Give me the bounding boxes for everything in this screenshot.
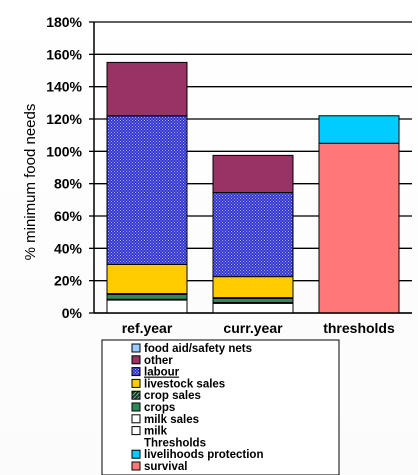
- y-tick-label: 80%: [54, 176, 83, 192]
- legend-swatch: [131, 461, 141, 471]
- legend-label: labour: [144, 367, 180, 379]
- legend-label: milk sales: [144, 414, 199, 426]
- legend-swatch: [131, 343, 141, 353]
- legend-swatch: [131, 402, 141, 412]
- legend-label: crops: [144, 402, 175, 414]
- bar-segment: [212, 302, 294, 314]
- y-tick-label: 0%: [62, 305, 83, 321]
- legend-swatch: [131, 390, 141, 400]
- bars: [106, 61, 400, 314]
- y-tick-label: 60%: [54, 208, 83, 224]
- bar-segment: [318, 142, 400, 314]
- y-tick-label: 140%: [46, 79, 82, 95]
- legend-label: crop sales: [144, 390, 201, 402]
- y-tick-label: 100%: [46, 143, 82, 159]
- bar-segment: [106, 264, 188, 295]
- legend-swatch: [131, 367, 141, 377]
- legend-swatch: [131, 426, 141, 436]
- legend-heading: Thresholds: [144, 437, 206, 449]
- x-category-label: curr.year: [223, 320, 283, 336]
- bar-segment: [106, 299, 188, 314]
- x-category-label: thresholds: [323, 320, 395, 336]
- legend-label: livestock sales: [144, 378, 225, 390]
- bar-segment: [212, 192, 294, 278]
- legend-label: food aid/safety nets: [144, 343, 252, 355]
- legend-label: survival: [144, 461, 187, 473]
- y-tick-label: 40%: [54, 240, 83, 256]
- y-tick-label: 180%: [46, 14, 82, 30]
- bar-segment: [106, 115, 188, 266]
- bar-segment: [212, 297, 294, 303]
- bar-segment: [318, 115, 400, 144]
- y-tick-label: 20%: [54, 273, 83, 289]
- x-category-label: ref.year: [122, 320, 173, 336]
- bar-segment: [106, 293, 188, 300]
- bar-segment: [212, 276, 294, 299]
- legend-box: [101, 339, 340, 475]
- legend-label: other: [144, 355, 173, 367]
- legend-label: livelihoods protection: [144, 449, 263, 461]
- x-category-labels: ref.year curr.year thresholds: [122, 320, 395, 336]
- bar-segment: [212, 154, 294, 194]
- bar-segment: [106, 61, 188, 117]
- legend-label: milk: [144, 426, 168, 438]
- legend: food aid/safety netsotherlabourlivestock…: [101, 339, 340, 475]
- legend-swatch: [131, 355, 141, 365]
- y-axis-label: % minimum food needs: [22, 104, 39, 261]
- y-tick-labels: 0% 20% 40% 60% 80% 100% 120% 140% 160% 180%: [46, 14, 82, 321]
- axes: [93, 22, 412, 314]
- legend-swatch: [131, 414, 141, 424]
- legend-swatch: [131, 378, 141, 388]
- legend-swatch: [131, 449, 141, 459]
- y-tick-label: 160%: [46, 46, 82, 62]
- y-tick-label: 120%: [46, 111, 82, 127]
